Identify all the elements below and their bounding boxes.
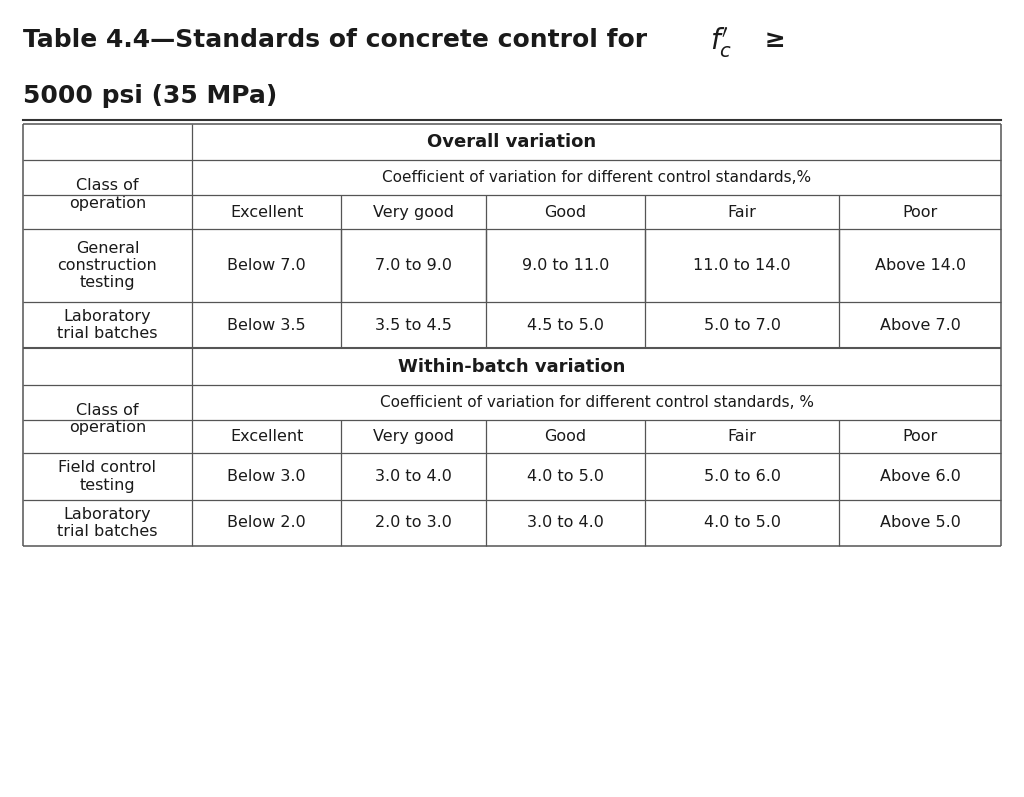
Text: Class of
operation: Class of operation — [69, 179, 146, 210]
Text: Good: Good — [545, 430, 587, 444]
Text: $\mathit{f_c^{\prime}}$: $\mathit{f_c^{\prime}}$ — [710, 26, 732, 60]
Text: Laboratory
trial batches: Laboratory trial batches — [57, 309, 158, 341]
Text: Field control
testing: Field control testing — [58, 461, 157, 493]
Text: 5000 psi (35 MPa): 5000 psi (35 MPa) — [23, 84, 276, 108]
Text: Below 2.0: Below 2.0 — [227, 516, 306, 530]
Text: Overall variation: Overall variation — [427, 133, 597, 151]
Text: Above 6.0: Above 6.0 — [880, 469, 961, 484]
Text: Below 3.5: Below 3.5 — [227, 318, 306, 332]
Text: General
construction
testing: General construction testing — [57, 241, 158, 290]
Text: 7.0 to 9.0: 7.0 to 9.0 — [375, 258, 452, 273]
Text: 4.5 to 5.0: 4.5 to 5.0 — [527, 318, 604, 332]
Text: 3.5 to 4.5: 3.5 to 4.5 — [375, 318, 452, 332]
Text: Class of
operation: Class of operation — [69, 403, 146, 435]
Text: Poor: Poor — [902, 430, 938, 444]
Text: ≥: ≥ — [756, 28, 785, 52]
Text: Below 7.0: Below 7.0 — [227, 258, 306, 273]
Text: Above 5.0: Above 5.0 — [880, 516, 961, 530]
Text: Excellent: Excellent — [230, 430, 303, 444]
Text: 5.0 to 6.0: 5.0 to 6.0 — [703, 469, 780, 484]
Text: 11.0 to 14.0: 11.0 to 14.0 — [693, 258, 791, 273]
Text: Laboratory
trial batches: Laboratory trial batches — [57, 507, 158, 539]
Text: 3.0 to 4.0: 3.0 to 4.0 — [527, 516, 604, 530]
Text: 4.0 to 5.0: 4.0 to 5.0 — [703, 516, 780, 530]
Text: Below 3.0: Below 3.0 — [227, 469, 306, 484]
Text: Fair: Fair — [728, 430, 757, 444]
Text: Within-batch variation: Within-batch variation — [398, 358, 626, 375]
Text: 5.0 to 7.0: 5.0 to 7.0 — [703, 318, 780, 332]
Text: Good: Good — [545, 205, 587, 219]
Text: Coefficient of variation for different control standards, %: Coefficient of variation for different c… — [380, 395, 814, 410]
Text: Above 7.0: Above 7.0 — [880, 318, 961, 332]
Text: 2.0 to 3.0: 2.0 to 3.0 — [375, 516, 452, 530]
Text: 4.0 to 5.0: 4.0 to 5.0 — [527, 469, 604, 484]
Text: Table 4.4—Standards of concrete control for: Table 4.4—Standards of concrete control … — [23, 28, 655, 52]
Text: Very good: Very good — [373, 430, 454, 444]
Text: 9.0 to 11.0: 9.0 to 11.0 — [522, 258, 609, 273]
Text: Above 14.0: Above 14.0 — [874, 258, 966, 273]
Text: Coefficient of variation for different control standards,%: Coefficient of variation for different c… — [382, 171, 811, 185]
Text: Poor: Poor — [902, 205, 938, 219]
Text: 3.0 to 4.0: 3.0 to 4.0 — [375, 469, 452, 484]
Text: Fair: Fair — [728, 205, 757, 219]
Text: Very good: Very good — [373, 205, 454, 219]
Text: Excellent: Excellent — [230, 205, 303, 219]
